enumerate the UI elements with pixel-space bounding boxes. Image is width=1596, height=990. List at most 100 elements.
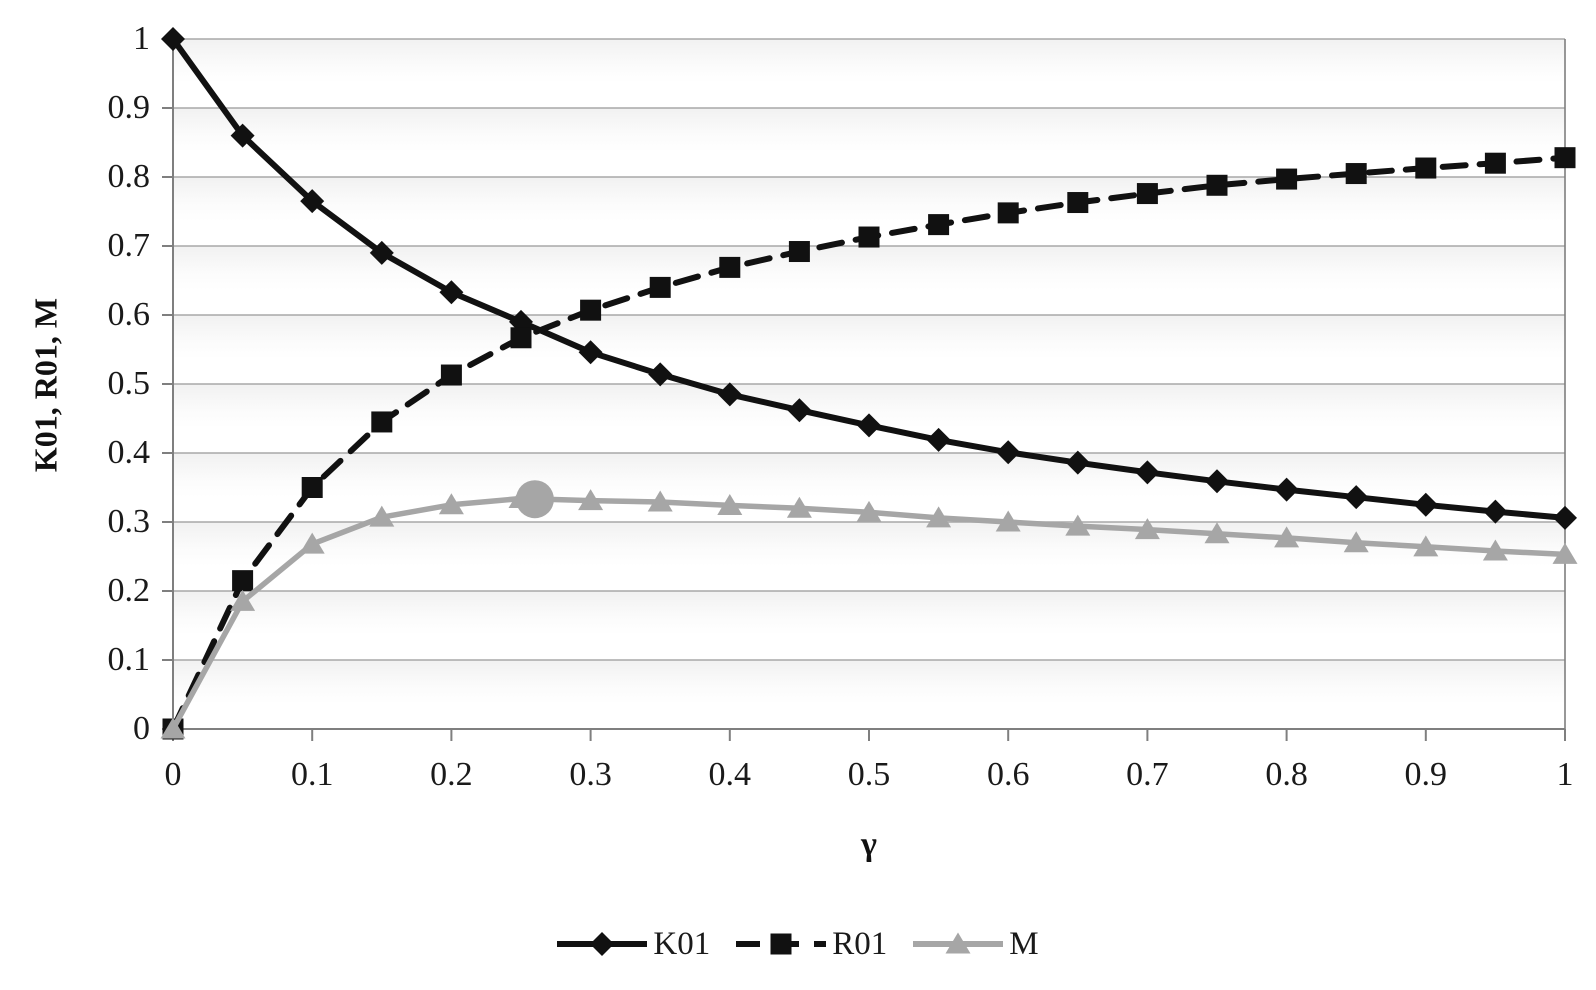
triangle-marker-icon <box>1065 514 1091 536</box>
diamond-marker-icon <box>439 280 464 305</box>
chart-canvas <box>160 27 1578 741</box>
x-tick-label: 0.9 <box>1404 756 1448 793</box>
chart-legend: K01 R01 M <box>0 922 1596 966</box>
triangle-marker-icon <box>230 589 256 611</box>
legend-label-r01: R01 <box>832 925 888 962</box>
y-tick-label: 0.8 <box>107 158 151 195</box>
legend-item-k01: K01 <box>557 922 710 966</box>
square-marker-icon <box>1554 147 1576 169</box>
square-marker-icon <box>510 327 532 349</box>
y-tick-label: 0.9 <box>107 89 151 126</box>
y-tick-label: 0.1 <box>107 641 151 678</box>
legend-sample-k01 <box>557 932 648 956</box>
square-marker-icon <box>1345 163 1367 185</box>
highlight-point-circle-icon <box>515 480 554 519</box>
square-marker-icon <box>997 202 1019 224</box>
y-tick-label: 0.4 <box>107 434 151 471</box>
square-marker-icon <box>1415 157 1437 179</box>
square-marker-icon <box>371 411 393 433</box>
triangle-marker-icon <box>1204 522 1230 544</box>
plot-area <box>160 27 1578 741</box>
square-marker-icon <box>232 570 254 592</box>
square-marker-icon <box>858 226 880 248</box>
x-axis-title: γ <box>861 826 877 863</box>
triangle-marker-icon <box>578 489 604 511</box>
triangle-marker-icon <box>1274 526 1300 548</box>
diamond-marker-icon <box>1553 505 1577 530</box>
y-tick-label: 0.6 <box>107 296 151 333</box>
diamond-marker-icon <box>857 413 881 438</box>
y-tick-label: 0.7 <box>107 227 151 264</box>
legend-label-m: M <box>1009 925 1039 962</box>
diamond-marker-icon <box>1483 499 1508 524</box>
diamond-marker-icon <box>1344 485 1369 510</box>
triangle-marker-icon <box>1482 539 1508 561</box>
diamond-marker-icon <box>1065 450 1090 475</box>
diamond-marker-icon <box>1205 469 1229 494</box>
square-marker-icon <box>770 933 792 955</box>
x-tick-label: 0.4 <box>708 756 752 793</box>
diamond-marker-icon <box>578 340 603 365</box>
legend-item-r01: R01 <box>736 922 887 966</box>
y-tick-label: 0.3 <box>107 503 151 540</box>
x-tick-label: 1 <box>1556 756 1574 793</box>
diamond-marker-icon <box>1274 477 1299 502</box>
x-tick-label: 0.5 <box>847 756 891 793</box>
square-marker-icon <box>1136 183 1158 205</box>
triangle-marker-icon <box>1343 531 1369 553</box>
legend-label-k01: K01 <box>653 925 711 962</box>
diamond-marker-icon <box>996 440 1021 465</box>
diamond-marker-icon <box>369 240 394 265</box>
triangle-marker-icon <box>995 510 1021 532</box>
diamond-marker-icon <box>926 427 951 452</box>
triangle-marker-icon <box>926 506 952 528</box>
x-tick-label: 0.3 <box>569 756 612 793</box>
diamond-marker-icon <box>300 189 325 214</box>
diamond-marker-icon <box>1135 460 1160 485</box>
x-tick-label: 0.7 <box>1126 756 1169 793</box>
square-marker-icon <box>788 241 810 263</box>
square-marker-icon <box>649 276 671 298</box>
diamond-marker-icon <box>787 398 812 423</box>
square-marker-icon <box>719 256 741 278</box>
triangle-marker-icon <box>717 493 743 515</box>
triangle-marker-icon <box>1413 535 1439 557</box>
y-tick-label: 0.5 <box>107 365 151 402</box>
y-tick-label: 0.2 <box>107 572 151 609</box>
diamond-marker-icon <box>1413 492 1438 517</box>
legend-sample-m <box>913 932 1004 954</box>
diamond-marker-icon <box>161 27 185 51</box>
triangle-marker-icon <box>647 490 673 512</box>
x-tick-label: 0.6 <box>986 756 1030 793</box>
diamond-marker-icon <box>590 932 615 956</box>
square-marker-icon <box>1067 192 1089 214</box>
y-tick-label: 0 <box>133 710 150 747</box>
diamond-marker-icon <box>230 123 255 148</box>
triangle-marker-icon <box>856 500 882 522</box>
square-marker-icon <box>301 477 323 498</box>
triangle-marker-icon <box>1134 518 1160 540</box>
x-tick-label: 0.2 <box>430 756 473 793</box>
series-line-k01 <box>170 36 1568 521</box>
diamond-marker-icon <box>648 362 673 387</box>
triangle-marker-icon <box>369 505 395 527</box>
square-marker-icon <box>1484 152 1506 174</box>
triangle-marker-icon <box>945 932 971 954</box>
square-marker-icon <box>440 364 462 386</box>
diamond-marker-icon <box>717 382 742 407</box>
triangle-marker-icon <box>438 493 464 515</box>
triangle-marker-icon <box>1552 542 1578 564</box>
legend-item-m: M <box>913 922 1039 966</box>
square-marker-icon <box>580 299 602 321</box>
x-tick-label: 0 <box>164 756 182 793</box>
square-marker-icon <box>928 214 950 236</box>
square-marker-icon <box>1276 168 1298 190</box>
triangle-marker-icon <box>786 496 812 518</box>
y-tick-label: 1 <box>133 20 150 57</box>
x-tick-label: 0.8 <box>1265 756 1308 793</box>
triangle-marker-icon <box>160 717 186 739</box>
legend-sample-r01 <box>736 933 827 955</box>
square-marker-icon <box>1206 174 1228 196</box>
x-tick-label: 0.1 <box>290 756 334 793</box>
